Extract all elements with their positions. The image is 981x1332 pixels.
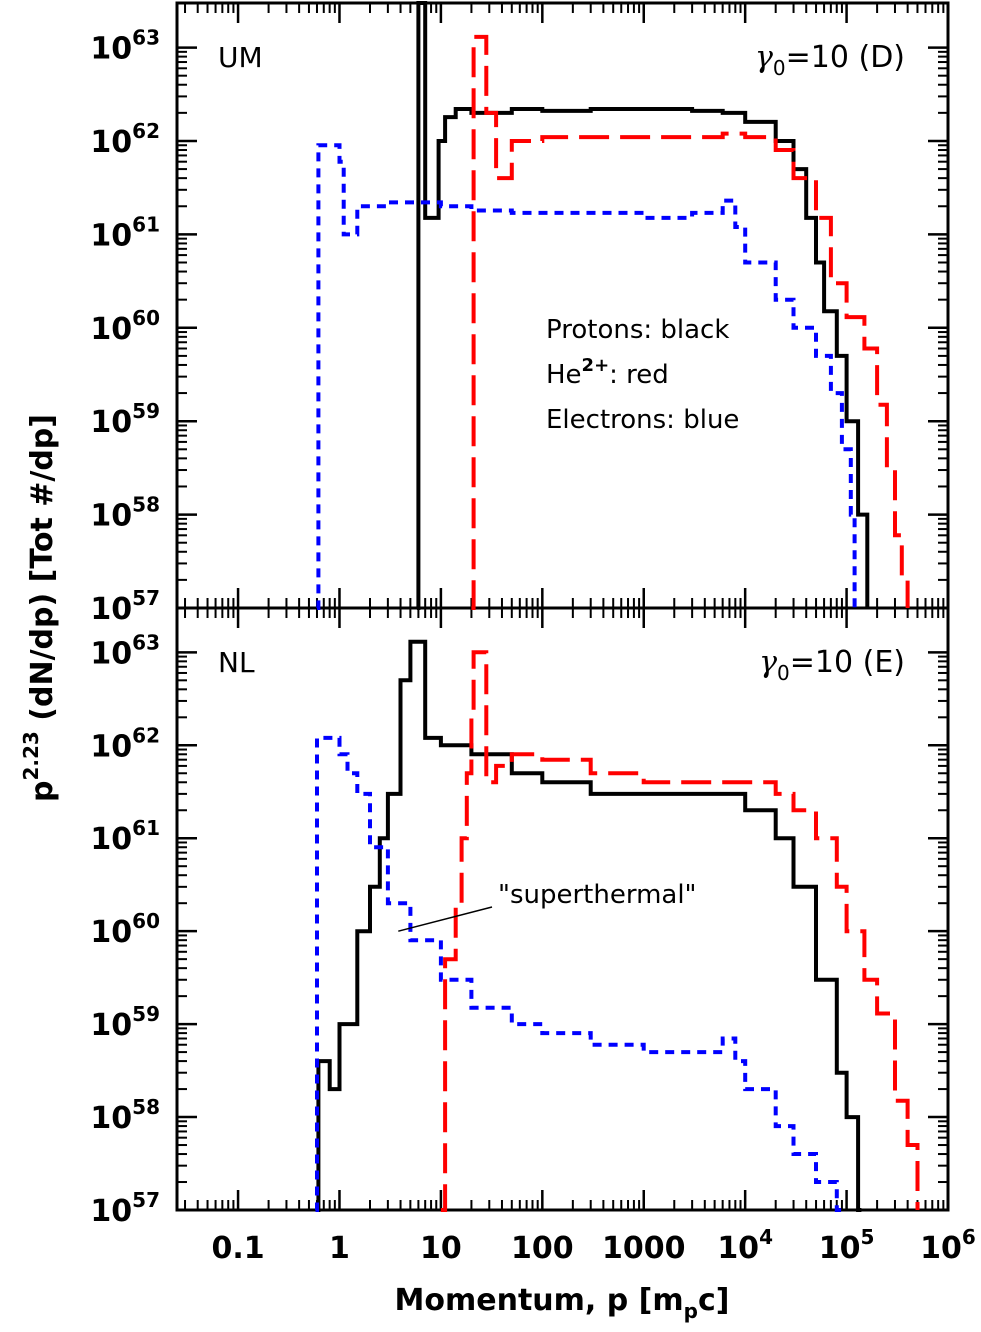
y-tick-label: 1059 — [90, 1002, 160, 1043]
x-tick-label: 106 — [920, 1225, 976, 1266]
panel-um: UM γ0=10 (D) Protons: black He2+: red Electr… — [218, 1, 910, 610]
y-tick-label: 1062 — [90, 119, 160, 160]
x-axis-title: Momentum, p [mpc] — [395, 1283, 730, 1323]
y-axis-title: p2.23 (dN/dp) [Tot #/dp] — [19, 414, 60, 802]
axis-ticks — [177, 3, 950, 1212]
series-he2- — [471, 34, 910, 610]
y-tick-label: 1061 — [90, 212, 160, 253]
panel-nl: NL γ0=10 (E) "superthermal" — [218, 639, 920, 1212]
panel-frame-2 — [175, 606, 950, 1212]
x-tick-label: 100 — [511, 1231, 574, 1266]
panel-title: γ0=10 (D) — [755, 40, 905, 80]
y-tick-label: 1063 — [90, 26, 160, 67]
y-tick-label: 1062 — [90, 723, 160, 764]
axis-labels: 0.1 1 10 100 1000 104 105 106 1057 1058 1059 1060 10… — [19, 26, 976, 1323]
x-tick-label: 1000 — [602, 1231, 686, 1266]
series-electrons — [316, 143, 857, 610]
panel-title: γ0=10 (E) — [759, 645, 905, 685]
y-tick-label: 1057 — [90, 586, 160, 627]
panel-label: NL — [218, 646, 255, 679]
panel-label: UM — [218, 41, 263, 74]
plot-panels: UM γ0=10 (D) Protons: black He2+: red Electr… — [218, 1, 920, 1212]
series-he2- — [440, 650, 920, 1212]
x-tick-label: 1 — [329, 1231, 350, 1266]
plot-frames — [175, 1, 950, 1212]
panel-frame-1 — [175, 1, 950, 610]
legend-entry: Electrons: blue — [546, 405, 739, 435]
y-tick-label: 1060 — [90, 306, 160, 347]
y-tick-label: 1058 — [90, 1095, 160, 1136]
series-protons — [416, 1, 870, 610]
legend-entry: Protons: black — [546, 315, 729, 345]
y-tick-label: 1063 — [90, 630, 160, 671]
y-tick-label: 1059 — [90, 399, 160, 440]
x-tick-label: 0.1 — [211, 1231, 264, 1266]
y-tick-label: 1061 — [90, 816, 160, 857]
y-tick-label: 1060 — [90, 909, 160, 950]
y-tick-label: 1058 — [90, 493, 160, 534]
annotation-pointer — [398, 906, 493, 932]
annotation-label: "superthermal" — [498, 880, 697, 910]
legend-entry: He2+: red — [546, 355, 669, 390]
x-tick-label: 104 — [717, 1225, 773, 1266]
y-tick-label: 1057 — [90, 1188, 160, 1229]
x-tick-label: 10 — [420, 1231, 462, 1266]
x-tick-label: 105 — [819, 1225, 875, 1266]
series-protons — [316, 639, 862, 1212]
